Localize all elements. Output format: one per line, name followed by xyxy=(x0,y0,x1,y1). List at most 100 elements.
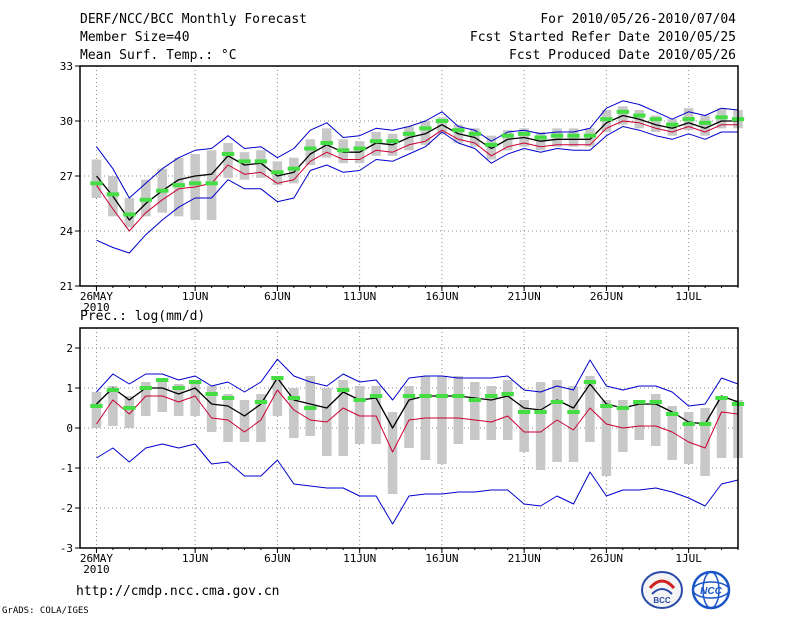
temp-observed-marker xyxy=(452,128,465,133)
precip-spread-box xyxy=(683,412,694,464)
precip-spread-box xyxy=(650,394,661,446)
precip-xtick-label: 1JUN xyxy=(182,552,209,565)
precip-observed-marker xyxy=(304,406,317,410)
temp-observed-marker xyxy=(649,117,662,122)
precip-spread-box xyxy=(223,394,233,442)
temp-xtick-label: 16JUN xyxy=(425,290,458,303)
temp-ytick-label: 30 xyxy=(60,115,73,128)
precip-observed-marker xyxy=(435,394,449,398)
precip-observed-marker xyxy=(517,410,531,414)
precip-observed-marker xyxy=(172,386,185,390)
precip-spread-box xyxy=(716,398,727,458)
precip-xtick-year-label: 2010 xyxy=(83,563,110,576)
temp-spread-box xyxy=(667,119,677,136)
precip-observed-marker xyxy=(698,422,712,426)
temp-observed-marker xyxy=(517,131,531,136)
temp-observed-marker xyxy=(188,181,202,186)
temp-lower-envelope-line xyxy=(96,126,738,254)
precip-observed-marker xyxy=(419,394,432,398)
precip-observed-marker xyxy=(666,412,679,416)
precip-ytick-label: 1 xyxy=(66,382,73,395)
temp-observed-marker xyxy=(583,133,597,138)
precip-ytick-label: 0 xyxy=(66,422,73,435)
precip-spread-box xyxy=(667,406,677,460)
precip-spread-box xyxy=(601,400,612,476)
temp-observed-marker xyxy=(90,181,103,186)
precip-observed-marker xyxy=(287,396,301,400)
precip-observed-marker xyxy=(106,388,120,392)
precip-spread-box xyxy=(272,376,283,416)
precip-spread-box xyxy=(552,380,562,462)
temp-observed-marker xyxy=(616,109,630,114)
temp-ytick-label: 33 xyxy=(60,60,73,73)
temp-observed-marker xyxy=(254,159,268,164)
precip-observed-marker xyxy=(221,396,235,400)
temp-spread-box xyxy=(223,143,233,178)
precip-observed-marker xyxy=(353,398,366,402)
temp-xtick-label: 11JUN xyxy=(343,290,376,303)
precip-observed-marker xyxy=(337,388,350,392)
temp-observed-marker xyxy=(172,183,185,188)
precip-observed-marker xyxy=(485,394,498,398)
precip-spread-box xyxy=(387,412,398,494)
temp-observed-marker xyxy=(485,142,498,147)
temp-observed-marker xyxy=(221,152,235,156)
precip-ytick-label: -1 xyxy=(60,462,73,475)
precip-spread-box xyxy=(173,384,184,416)
precip-spread-box xyxy=(568,386,579,462)
temp-observed-marker xyxy=(682,117,695,122)
precip-observed-marker xyxy=(501,392,514,396)
precip-ensemble-mean-line xyxy=(96,377,739,429)
temp-ytick-label: 24 xyxy=(60,225,74,238)
temp-xtick-year-label: 2010 xyxy=(83,301,110,314)
precip-spread-box xyxy=(338,380,348,456)
temp-xtick-label: 26JUN xyxy=(590,290,623,303)
precip-observed-marker xyxy=(156,378,169,382)
precip-spread-box xyxy=(470,382,480,440)
precip-spread-box xyxy=(700,408,710,476)
precip-observed-marker xyxy=(254,400,268,404)
precip-spread-box xyxy=(124,396,135,428)
temp-spread-box xyxy=(700,115,710,136)
precip-ytick-label: 2 xyxy=(66,342,73,355)
member-size: Member Size=40 xyxy=(80,30,190,45)
precip-observed-marker xyxy=(600,404,613,408)
precip-spread-box xyxy=(91,392,102,428)
precip-xtick-label: 11JUN xyxy=(343,552,376,565)
temp-spread-box xyxy=(437,117,447,134)
temp-observed-marker xyxy=(402,131,416,136)
temp-observed-marker xyxy=(106,192,120,197)
precip-observed-marker xyxy=(715,396,728,400)
temp-ensemble-mean-line xyxy=(95,114,738,221)
precip-spread-box xyxy=(206,386,217,432)
precip-observed-marker xyxy=(633,400,646,404)
precip-panel-title: Prec.: log(mm/d) xyxy=(80,309,205,324)
temp-observed-marker xyxy=(567,133,580,138)
temp-xtick-label: 1JUN xyxy=(182,290,209,303)
precip-observed-marker xyxy=(682,422,695,426)
precip-spread-box xyxy=(371,386,381,444)
temp-observed-marker xyxy=(666,122,679,127)
precip-observed-marker xyxy=(188,380,202,384)
temp-observed-marker xyxy=(534,135,547,140)
precip-spread-box xyxy=(108,386,118,426)
temp-xtick-label: 6JUN xyxy=(264,290,291,303)
temp-observed-marker xyxy=(419,126,432,131)
temp-observed-marker xyxy=(386,139,399,144)
bcc-logo-text: BCC xyxy=(653,596,671,605)
temp-xtick-label: 21JUN xyxy=(508,290,541,303)
precip-lower-band-line xyxy=(96,389,739,453)
precip-observed-marker xyxy=(567,410,580,414)
precip-spread-box xyxy=(239,400,250,442)
temp-observed-marker xyxy=(550,133,564,138)
precip-observed-marker xyxy=(649,400,662,404)
temp-xtick-label: 26MAY xyxy=(80,290,113,303)
temp-spread-box xyxy=(486,135,497,160)
chart-title: DERF/NCC/BCC Monthly Forecast xyxy=(80,12,307,27)
website-url: http://cmdp.ncc.cma.gov.cn xyxy=(76,584,280,599)
temp-ytick-label: 27 xyxy=(60,170,73,183)
precip-xtick-label: 26MAY xyxy=(80,552,113,565)
precip-observed-marker xyxy=(123,406,136,410)
temp-observed-marker xyxy=(501,133,514,138)
temp-xtick-label: 1JUL xyxy=(675,290,702,303)
